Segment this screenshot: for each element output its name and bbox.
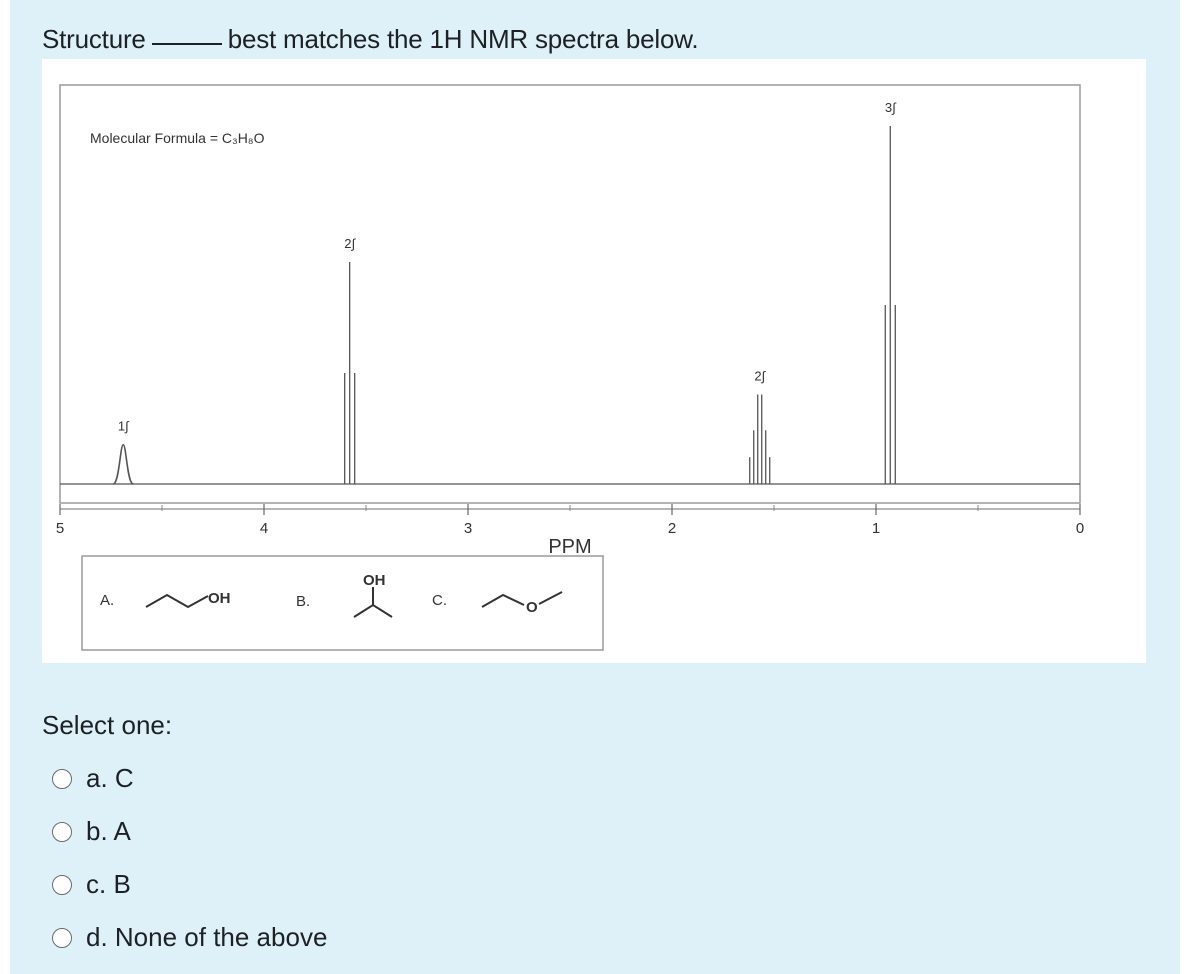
question-text: Structure best matches the 1H NMR spectra… xyxy=(42,24,699,55)
structure-c-methyl-bond xyxy=(538,591,563,605)
x-tick-label: 4 xyxy=(260,520,268,537)
x-axis-label: PPM xyxy=(548,536,591,558)
structures-box xyxy=(81,555,604,651)
option-a-label: a. C xyxy=(86,763,134,793)
option-c[interactable]: c. B xyxy=(52,858,327,911)
x-tick-label: 0 xyxy=(1076,520,1084,537)
select-one-prompt: Select one: xyxy=(42,710,173,740)
structure-b-oh: OH xyxy=(363,572,386,589)
radio-option-c[interactable] xyxy=(52,874,72,895)
structure-b-label: B. xyxy=(296,593,310,610)
integration-label: 2∫ xyxy=(344,236,356,251)
question-text-start: Structure xyxy=(42,24,146,54)
structure-b: B. OH xyxy=(296,572,393,618)
answer-blank xyxy=(151,43,222,45)
x-tick-label: 3 xyxy=(464,520,472,537)
x-tick-label: 2 xyxy=(668,520,676,537)
structure-c-oxygen: O xyxy=(526,599,538,616)
option-b-label: b. A xyxy=(86,816,131,846)
question-text-end: best matches the 1H NMR spectra below. xyxy=(227,24,699,54)
structure-a-chain xyxy=(145,593,209,609)
integration-label: 2∫ xyxy=(754,369,766,384)
integration-label: 3∫ xyxy=(885,100,897,115)
structure-c: C. O xyxy=(432,591,563,616)
nmr-spectrum: 5 4 3 2 1 0 1∫ 2∫ 2∫ 3∫ Molecular Formula = C₃H₈… xyxy=(56,84,1084,651)
integration-label: 1∫ xyxy=(118,419,130,434)
structure-a-oh: OH xyxy=(208,590,231,607)
x-tick-label: 1 xyxy=(872,520,880,537)
nmr-figure: 5 4 3 2 1 0 1∫ 2∫ 2∫ 3∫ Molecular Formula = C₃H₈… xyxy=(42,59,1146,663)
option-a[interactable]: a. C xyxy=(52,752,327,805)
x-tick-label: 5 xyxy=(56,520,64,537)
option-c-label: c. B xyxy=(86,869,131,899)
spectrum-frame xyxy=(59,84,1081,504)
structure-a-label: A. xyxy=(100,592,114,609)
peak-singlet xyxy=(112,443,135,485)
option-d-label: d. None of the above xyxy=(86,922,328,952)
radio-option-b[interactable] xyxy=(52,821,72,842)
molecular-formula-label: Molecular Formula = C₃H₈O xyxy=(90,130,265,146)
option-d[interactable]: d. None of the above xyxy=(52,911,327,964)
radio-option-a[interactable] xyxy=(52,768,72,789)
structure-b-bonds xyxy=(353,603,393,618)
structure-c-chain xyxy=(481,593,525,608)
structure-c-label: C. xyxy=(432,592,447,609)
radio-option-d[interactable] xyxy=(52,927,72,948)
option-b[interactable]: b. A xyxy=(52,805,327,858)
structure-a: A. OH xyxy=(100,590,231,609)
answer-options: a. C b. A c. B d. None of the above xyxy=(52,752,327,964)
